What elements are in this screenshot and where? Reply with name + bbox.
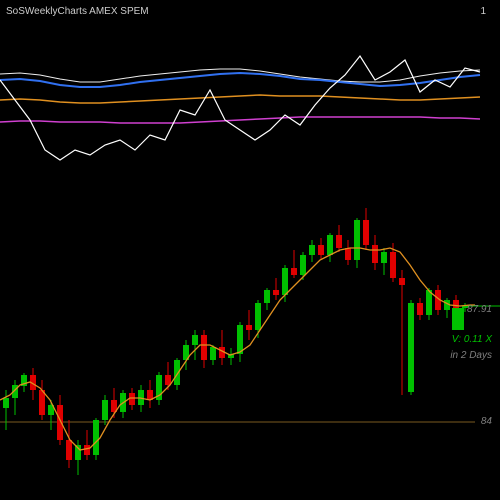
volume-indicator: V: 0.11 X <box>452 334 492 345</box>
price-indicator: 87.91 <box>467 304 492 315</box>
days-indicator: in 2 Days <box>450 350 492 361</box>
axis-label-84: 84 <box>481 416 492 427</box>
chart-canvas <box>0 0 500 500</box>
chart-container: SoSWeeklyCharts AMEX SPEM 1 84 87.91 V: … <box>0 0 500 500</box>
